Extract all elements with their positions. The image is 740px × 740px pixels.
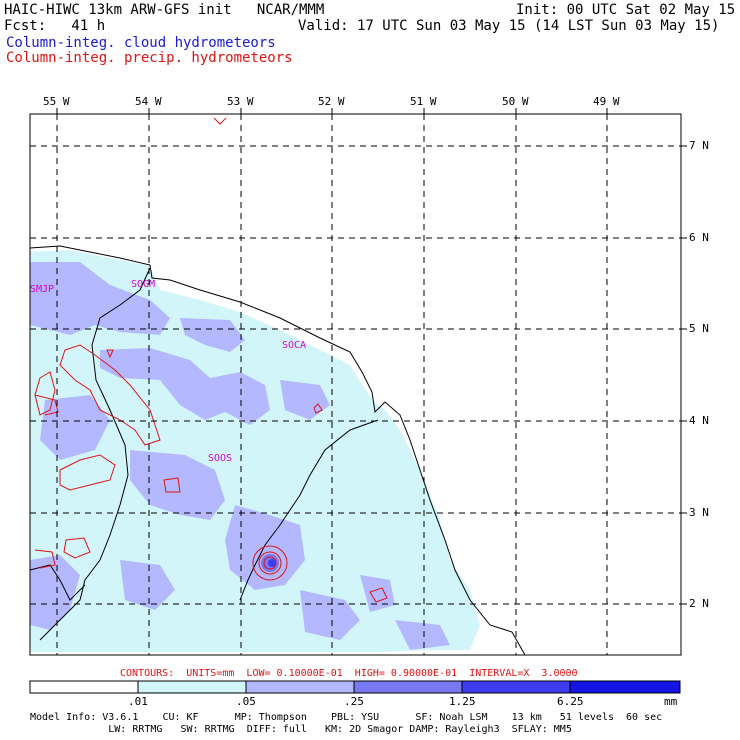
precip-contour: [106, 349, 114, 359]
lon-label: 51 W: [410, 95, 437, 108]
station-label: SOOS: [208, 453, 233, 464]
colorbar-bin: [245, 680, 355, 694]
cloud-shade-medium: [395, 620, 450, 650]
precip-contour: [313, 403, 323, 414]
lat-label: 3 N: [689, 506, 709, 519]
cloud-shade-medium: [30, 262, 170, 335]
cloud-shade-medium: [280, 380, 330, 420]
precip-contour: [258, 551, 282, 575]
graticule: [30, 114, 681, 655]
lon-label: 49 W: [593, 95, 620, 108]
cloud-shade-medium: [130, 450, 225, 520]
border-guyana-suriname: [39, 267, 151, 641]
lon-label: 50 W: [502, 95, 529, 108]
cloud-shade-medium: [300, 590, 360, 640]
cloud-shade-medium: [360, 575, 395, 612]
frame-ticks: [56, 108, 687, 605]
cloud-shade-medium: [225, 505, 305, 590]
precip-contour: [369, 587, 388, 603]
cloud-shade-medium: [30, 555, 80, 630]
model-title: HAIC-HIWC 13km ARW-GFS init NCAR/MMM: [4, 2, 325, 18]
field-label-cloud: Column-integ. cloud hydrometeors: [6, 35, 276, 51]
border-southern: [30, 564, 86, 601]
lon-label: 52 W: [318, 95, 345, 108]
cloud-shade-medium: [120, 560, 175, 610]
colorbar-tick: .05: [236, 695, 256, 708]
coastline: [30, 245, 526, 655]
contour-info: CONTOURS: UNITS=mm LOW= 0.10000E-01 HIGH…: [120, 668, 578, 679]
cloud-shade-core: [268, 559, 276, 567]
colorbar-tick: .01: [128, 695, 148, 708]
station-label: SOGM: [131, 279, 156, 290]
map-frame: [29, 113, 682, 656]
coastlines: [30, 245, 526, 655]
precip-contour: [59, 344, 161, 446]
precip-contour: [263, 556, 277, 570]
border-suriname-guiana: [239, 419, 379, 601]
precip-contour: [213, 117, 227, 125]
colorbar-bin: [137, 680, 247, 694]
colorbar-unit: mm: [664, 695, 678, 708]
shaded-field: [30, 250, 480, 652]
colorbar-bin: [461, 680, 571, 694]
station-label: SMJP: [30, 284, 55, 295]
lat-label: 5 N: [689, 322, 709, 335]
colorbar-tick: 1.25: [449, 695, 476, 708]
lat-label: 2 N: [689, 597, 709, 610]
colorbar-bin: [29, 680, 139, 694]
precip-contour: [252, 545, 288, 581]
cloud-shade-medium: [180, 318, 245, 352]
colorbar-bin: [569, 680, 681, 694]
lat-label: 4 N: [689, 414, 709, 427]
model-info-line2: LW: RRTMG SW: RRTMG DIFF: full KM: 2D Sm…: [30, 724, 572, 735]
lon-label: 53 W: [227, 95, 254, 108]
valid-time: Valid: 17 UTC Sun 03 May 15 (14 LST Sun …: [298, 18, 720, 34]
field-label-precip: Column-integ. precip. hydrometeors: [6, 50, 293, 66]
colorbar-bin: [353, 680, 463, 694]
lat-label: 7 N: [689, 139, 709, 152]
precip-contours: [34, 117, 388, 603]
station-label: SOCA: [282, 340, 307, 351]
cloud-shade-medium: [100, 348, 270, 425]
colorbar-tick: 6.25: [557, 695, 584, 708]
precip-contour: [163, 477, 181, 493]
precip-contour: [59, 454, 116, 491]
precip-contour: [63, 537, 91, 559]
lat-label: 6 N: [689, 231, 709, 244]
lon-label: 55 W: [43, 95, 70, 108]
precip-contour: [34, 549, 56, 569]
lon-label: 54 W: [135, 95, 162, 108]
model-info-line1: Model Info: V3.6.1 CU: KF MP: Thompson P…: [30, 712, 663, 723]
colorbar-tick: .25: [344, 695, 364, 708]
colorbar: [29, 680, 681, 694]
forecast-hour: Fcst: 41 h: [4, 18, 106, 34]
init-time: Init: 00 UTC Sat 02 May 15: [516, 2, 736, 18]
